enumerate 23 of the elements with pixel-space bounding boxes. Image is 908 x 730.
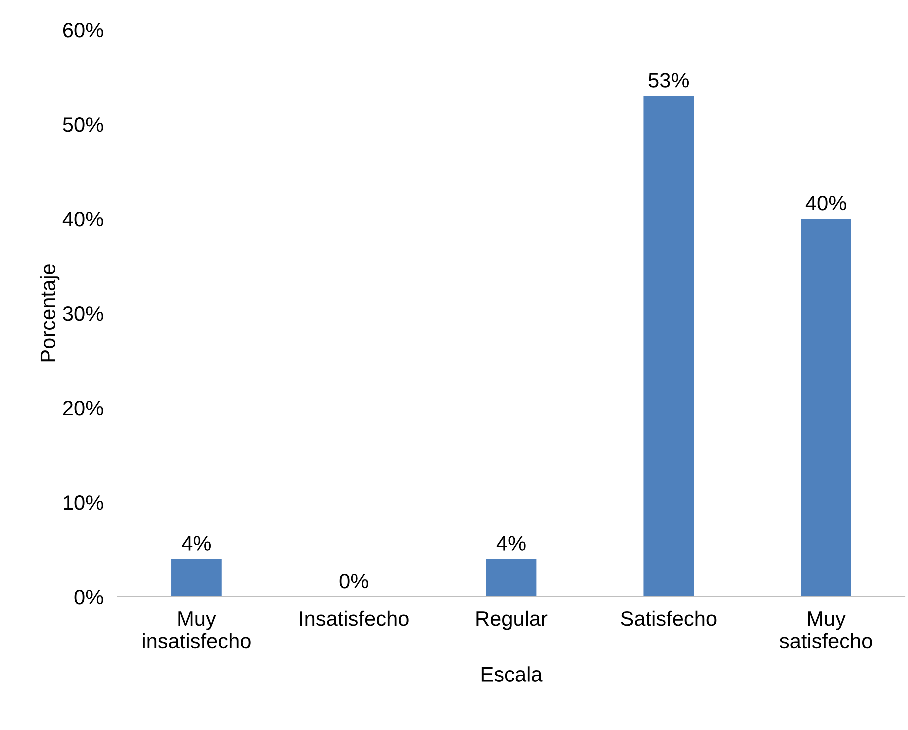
x-tick-label: Regular: [476, 610, 548, 630]
bar: [801, 219, 852, 597]
x-tick-label: Insatisfecho: [300, 610, 409, 626]
y-tick-label: 50%: [63, 118, 104, 132]
x-tick-label: Satisfecho: [621, 610, 717, 626]
y-tick-label: 40%: [62, 212, 104, 227]
data-label: 4%: [496, 536, 526, 551]
bar: [172, 559, 222, 597]
bar: [486, 559, 537, 597]
y-tick-label: 0%: [74, 590, 104, 605]
y-tick-label: 60%: [63, 23, 104, 38]
bar: [644, 96, 694, 597]
y-tick-label: 30%: [63, 306, 104, 322]
y-tick-label: 10%: [64, 496, 104, 510]
data-label: 0%: [340, 574, 368, 589]
data-label: 4%: [182, 536, 212, 551]
x-axis-title: Escala: [482, 666, 543, 682]
x-tick-label: Muy insatisfecho: [143, 612, 251, 649]
y-axis-title: Porcentaje: [40, 264, 60, 362]
y-tick-label: 20%: [63, 401, 104, 416]
data-label: 40%: [806, 196, 846, 211]
x-tick-label: Muy satisfecho: [780, 612, 872, 649]
data-label: 53%: [648, 73, 690, 88]
